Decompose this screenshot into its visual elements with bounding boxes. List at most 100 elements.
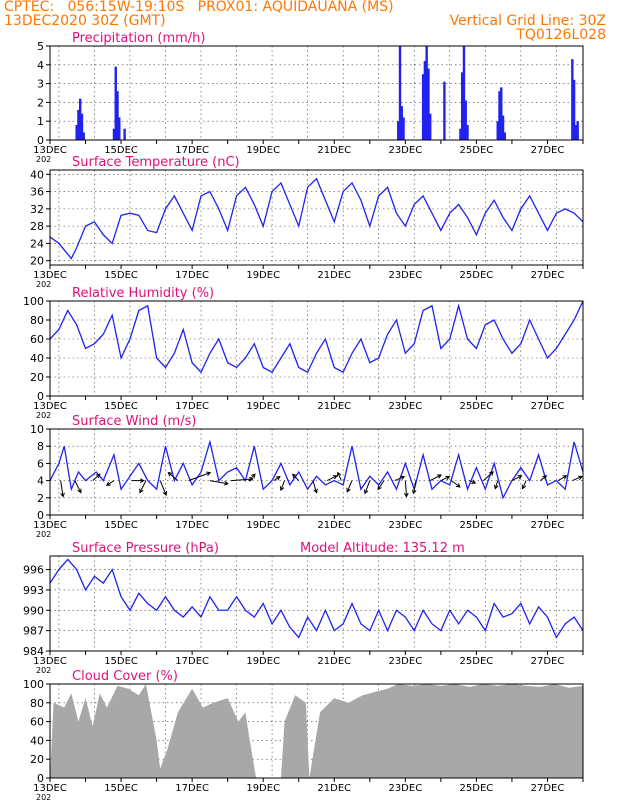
wind-arrow xyxy=(572,476,583,482)
wind-arrow-head xyxy=(436,474,442,479)
x-year-label: 202 xyxy=(36,530,51,539)
x-tick-label: 21DEC xyxy=(317,401,351,412)
wind-arrow-head xyxy=(494,484,499,490)
y-tick-label: 6 xyxy=(37,457,44,470)
wind-arrow-head xyxy=(251,473,256,479)
wind-arrow xyxy=(139,480,147,493)
precip-bar xyxy=(572,79,576,140)
wind-arrow-head xyxy=(279,486,285,492)
y-tick-label: 40 xyxy=(30,352,44,365)
precip-bar xyxy=(400,106,403,140)
y-tick-label: 80 xyxy=(30,697,44,710)
wind-arrow xyxy=(60,480,64,497)
y-tick-label: 3 xyxy=(37,78,44,91)
x-year-label: 202 xyxy=(36,155,51,164)
precip-bar xyxy=(576,121,579,140)
x-tick-label: 23DEC xyxy=(388,401,422,412)
x-tick-label: 25DEC xyxy=(460,401,494,412)
y-tick-label: 100 xyxy=(23,295,44,308)
x-tick-label: 13DEC xyxy=(33,520,67,531)
x-tick-label: 23DEC xyxy=(388,270,422,281)
y-tick-label: 36 xyxy=(30,186,44,199)
panel-title-temp: Surface Temperature (nC) xyxy=(72,155,240,170)
wind-arrow-head xyxy=(313,488,318,494)
precip-bar xyxy=(503,132,507,140)
wind-arrow-head xyxy=(332,475,338,480)
y-tick-label: 20 xyxy=(30,255,44,268)
y-tick-label: 4 xyxy=(37,475,44,488)
y-tick-label: 0 xyxy=(37,390,44,403)
panel-rh xyxy=(46,300,584,400)
y-tick-label: 0 xyxy=(37,134,44,147)
precip-bar xyxy=(462,46,466,140)
wind-arrow-head xyxy=(363,489,369,495)
x-tick-label: 17DEC xyxy=(175,520,209,531)
wind-arrow-head xyxy=(60,492,65,498)
wind-arrow-head xyxy=(455,483,461,488)
panel-frame xyxy=(49,683,584,779)
wind-arrow xyxy=(404,480,408,497)
y-tick-label: 4 xyxy=(37,59,44,72)
x-tick-label: 21DEC xyxy=(317,145,351,156)
wind-arrow xyxy=(413,480,417,494)
wind-arrow-head xyxy=(517,475,523,480)
x-tick-label: 17DEC xyxy=(175,145,209,156)
x-year-label: 202 xyxy=(36,411,51,420)
header-date: 13DEC2020 30Z (GMT) xyxy=(4,13,166,29)
wind-arrow xyxy=(394,476,405,482)
x-tick-label: 25DEC xyxy=(460,270,494,281)
wind-arrow-head xyxy=(542,475,548,480)
wind-arrow-head xyxy=(292,473,297,479)
precip-bar xyxy=(123,128,126,140)
x-tick-label: 25DEC xyxy=(460,656,494,667)
wind-arrow xyxy=(292,473,300,481)
precip-bar xyxy=(423,61,427,140)
wind-arrow xyxy=(280,480,285,491)
precip-bar xyxy=(443,81,446,140)
y-tick-label: 32 xyxy=(30,203,44,216)
wind-arrow-head xyxy=(471,479,477,484)
y-tick-label: 987 xyxy=(23,625,44,638)
x-tick-label: 21DEC xyxy=(317,270,351,281)
wind-arrow-head xyxy=(577,475,583,481)
precip-bar xyxy=(114,66,117,140)
panel-title-precip: Precipitation (mm/h) xyxy=(72,31,205,46)
y-tick-label: 0 xyxy=(37,772,44,785)
precip-bar xyxy=(429,113,432,140)
wind-arrow-head xyxy=(336,471,342,477)
precip-bar xyxy=(421,74,425,140)
x-year-label: 202 xyxy=(36,793,51,800)
precip-bar xyxy=(402,117,405,140)
x-tick-label: 25DEC xyxy=(460,520,494,531)
x-tick-label: 17DEC xyxy=(175,401,209,412)
wind-line xyxy=(49,439,584,500)
wind-arrow xyxy=(440,476,450,482)
panel-precip xyxy=(46,45,584,144)
panel-cloud xyxy=(46,683,584,782)
panel-title-wind: Surface Wind (m/s) xyxy=(72,414,196,429)
header-model-id: TQ0126L028 xyxy=(516,27,606,43)
panel-frame xyxy=(49,428,584,516)
precip-bar xyxy=(574,124,578,140)
x-tick-label: 19DEC xyxy=(246,656,280,667)
x-tick-label: 21DEC xyxy=(317,520,351,531)
y-tick-label: 996 xyxy=(23,564,44,577)
x-tick-label: 17DEC xyxy=(175,656,209,667)
precip-bar xyxy=(79,98,82,140)
precip-bar xyxy=(500,87,503,140)
precip-bar xyxy=(398,46,402,140)
x-tick-label: 15DEC xyxy=(104,656,138,667)
x-tick-label: 13DEC xyxy=(33,656,67,667)
wind-arrow-head xyxy=(346,487,351,493)
x-tick-label: 19DEC xyxy=(246,145,280,156)
x-tick-label: 27DEC xyxy=(531,520,565,531)
x-tick-label: 21DEC xyxy=(317,783,351,794)
x-tick-label: 19DEC xyxy=(246,520,280,531)
panel-frame xyxy=(49,555,584,652)
y-tick-label: 100 xyxy=(23,678,44,691)
wind-arrow-head xyxy=(489,471,494,476)
wind-arrow-head xyxy=(139,478,145,483)
x-tick-label: 27DEC xyxy=(531,270,565,281)
y-tick-label: 990 xyxy=(23,604,44,617)
y-tick-label: 28 xyxy=(30,220,44,233)
